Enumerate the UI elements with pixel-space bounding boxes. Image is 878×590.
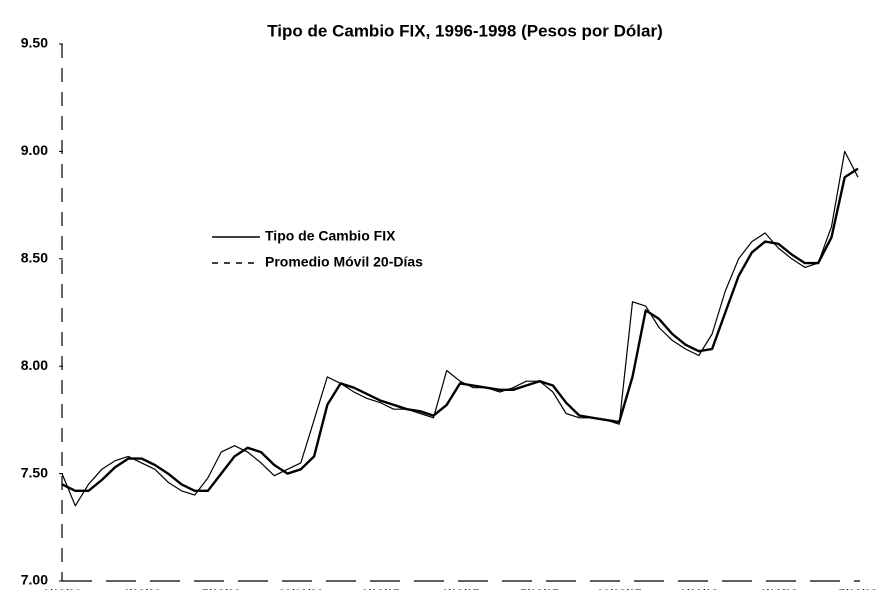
y-tick-label: 8.50 — [21, 250, 48, 266]
series-line — [61, 167, 859, 492]
y-tick-label: 7.50 — [21, 464, 48, 480]
legend-label: Tipo de Cambio FIX — [265, 228, 396, 244]
chart-title: Tipo de Cambio FIX, 1996-1998 (Pesos por… — [267, 21, 663, 40]
y-tick-label: 8.00 — [21, 357, 48, 373]
series-line — [61, 150, 859, 507]
y-tick-label: 9.00 — [21, 142, 48, 158]
legend-label: Promedio Móvil 20-Días — [265, 254, 423, 270]
y-tick-label: 7.00 — [21, 572, 48, 588]
y-tick-label: 9.50 — [21, 35, 48, 51]
